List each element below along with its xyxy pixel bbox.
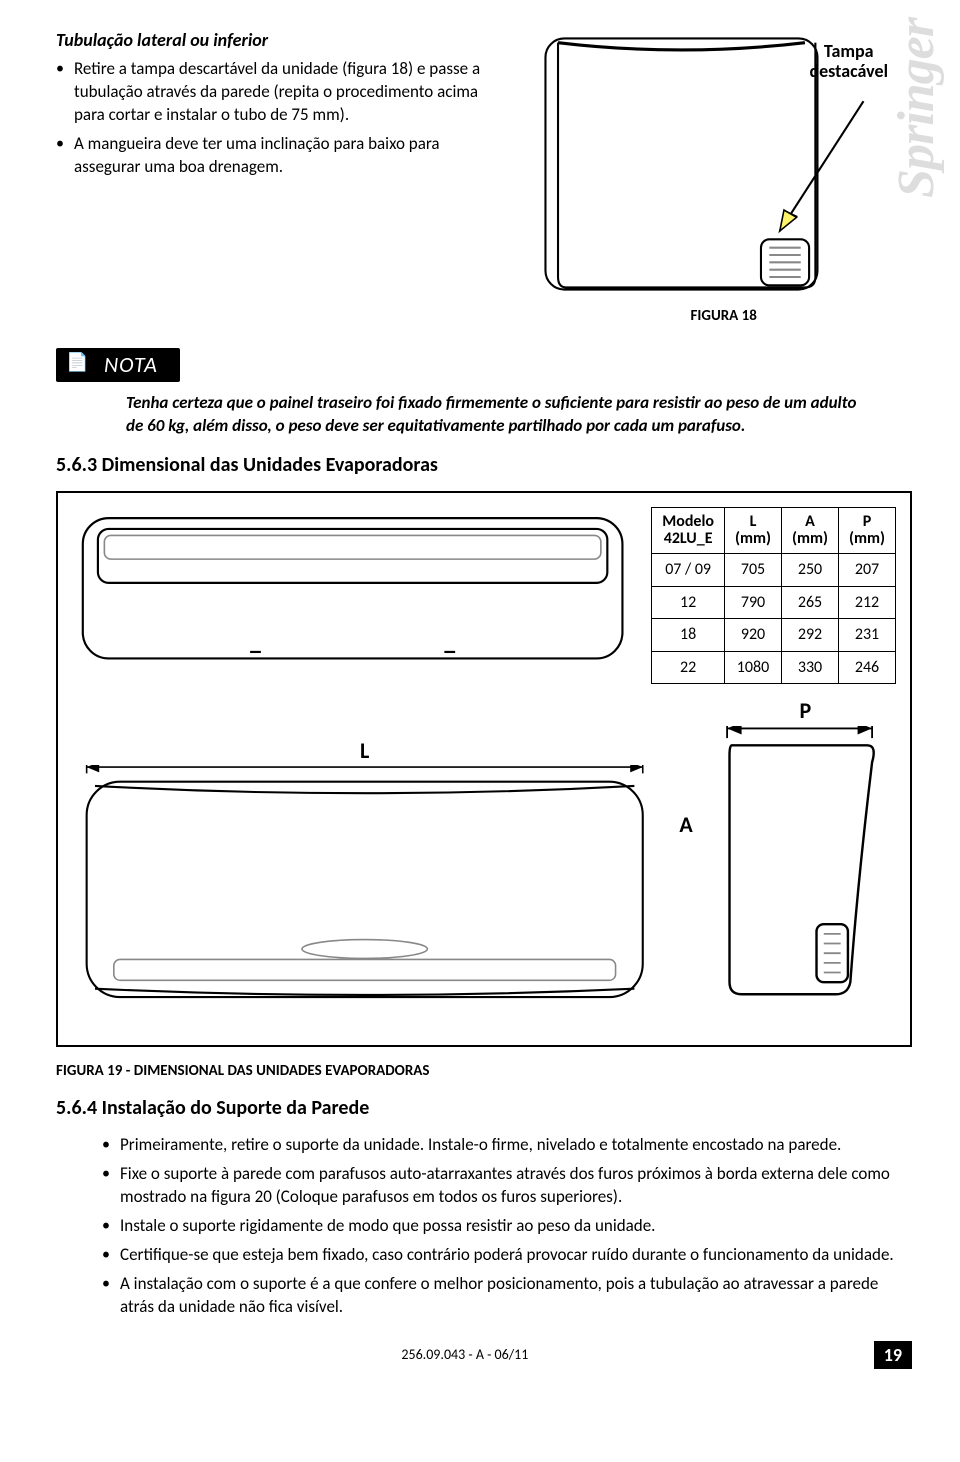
table-cell: 265 [782,586,839,619]
table-cell: 22 [652,651,725,684]
list-item: A instalação com o suporte é a que confe… [102,1273,912,1319]
heading-564: 5.6.4 Instalação do Suporte da Parede [56,1095,912,1122]
table-cell: 292 [782,619,839,652]
evap-front-view [72,765,657,1016]
page-number: 19 [874,1341,912,1369]
table-cell: 705 [725,554,782,587]
table-cell: 212 [839,586,896,619]
fig19-box: Modelo42LU_E L(mm) A(mm) P(mm) 07 / 0970… [56,491,912,1047]
table-cell: 12 [652,586,725,619]
table-cell: 920 [725,619,782,652]
table-cell: 07 / 09 [652,554,725,587]
evap-top-view [72,503,633,676]
th: (mm) [792,529,828,548]
table-row: 221080330246 [652,651,896,684]
table-row: 07 / 09705250207 [652,554,896,587]
th: L [750,512,757,531]
table-cell: 790 [725,586,782,619]
th: 42LU_E [664,529,713,548]
list-item: A mangueira deve ter uma inclinação para… [56,133,507,179]
list-item: Fixe o suporte à parede com parafusos au… [102,1163,912,1209]
table-row: 18920292231 [652,619,896,652]
dim-letter-A: A [679,810,692,840]
dimension-table: Modelo42LU_E L(mm) A(mm) P(mm) 07 / 0970… [651,507,896,685]
table-row: 12790265212 [652,586,896,619]
section-title: Tubulação lateral ou inferior [56,28,507,52]
table-cell: 207 [839,554,896,587]
fig18-label: Tampadestacável [809,42,888,82]
th: (mm) [735,529,771,548]
list-item: Retire a tampa descartável da unidade (f… [56,58,507,127]
th: A [805,512,815,531]
evap-side-view [715,726,896,1016]
table-cell: 330 [782,651,839,684]
list-item: Instale o suporte rigidamente de modo qu… [102,1215,912,1238]
table-cell: 250 [782,554,839,587]
nota-badge: NOTA [56,348,180,382]
doc-number: 256.09.043 - A - 06/11 [56,1346,874,1365]
th: P [863,512,872,531]
fig18-caption: FIGURA 18 [535,306,912,326]
fig19-caption: FIGURA 19 - DIMENSIONAL DAS UNIDADES EVA… [56,1061,912,1081]
footer: 256.09.043 - A - 06/11 19 [56,1341,912,1369]
table-cell: 231 [839,619,896,652]
list-item: Primeiramente, retire o suporte da unida… [102,1134,912,1157]
table-cell: 1080 [725,651,782,684]
heading-563: 5.6.3 Dimensional das Unidades Evaporado… [56,452,912,479]
nota-text: Tenha certeza que o painel traseiro foi … [126,392,866,438]
bullets-top: Retire a tampa descartável da unidade (f… [56,58,507,179]
bullets-564: Primeiramente, retire o suporte da unida… [56,1134,912,1319]
list-item: Certifique-se que esteja bem fixado, cas… [102,1244,912,1267]
dim-letter-P: P [715,696,896,726]
nota-block: NOTA Tenha certeza que o painel traseiro… [56,348,912,438]
table-cell: 18 [652,619,725,652]
th: Modelo [662,512,714,531]
dim-letter-L: L [72,736,657,766]
th: (mm) [849,529,885,548]
table-cell: 246 [839,651,896,684]
